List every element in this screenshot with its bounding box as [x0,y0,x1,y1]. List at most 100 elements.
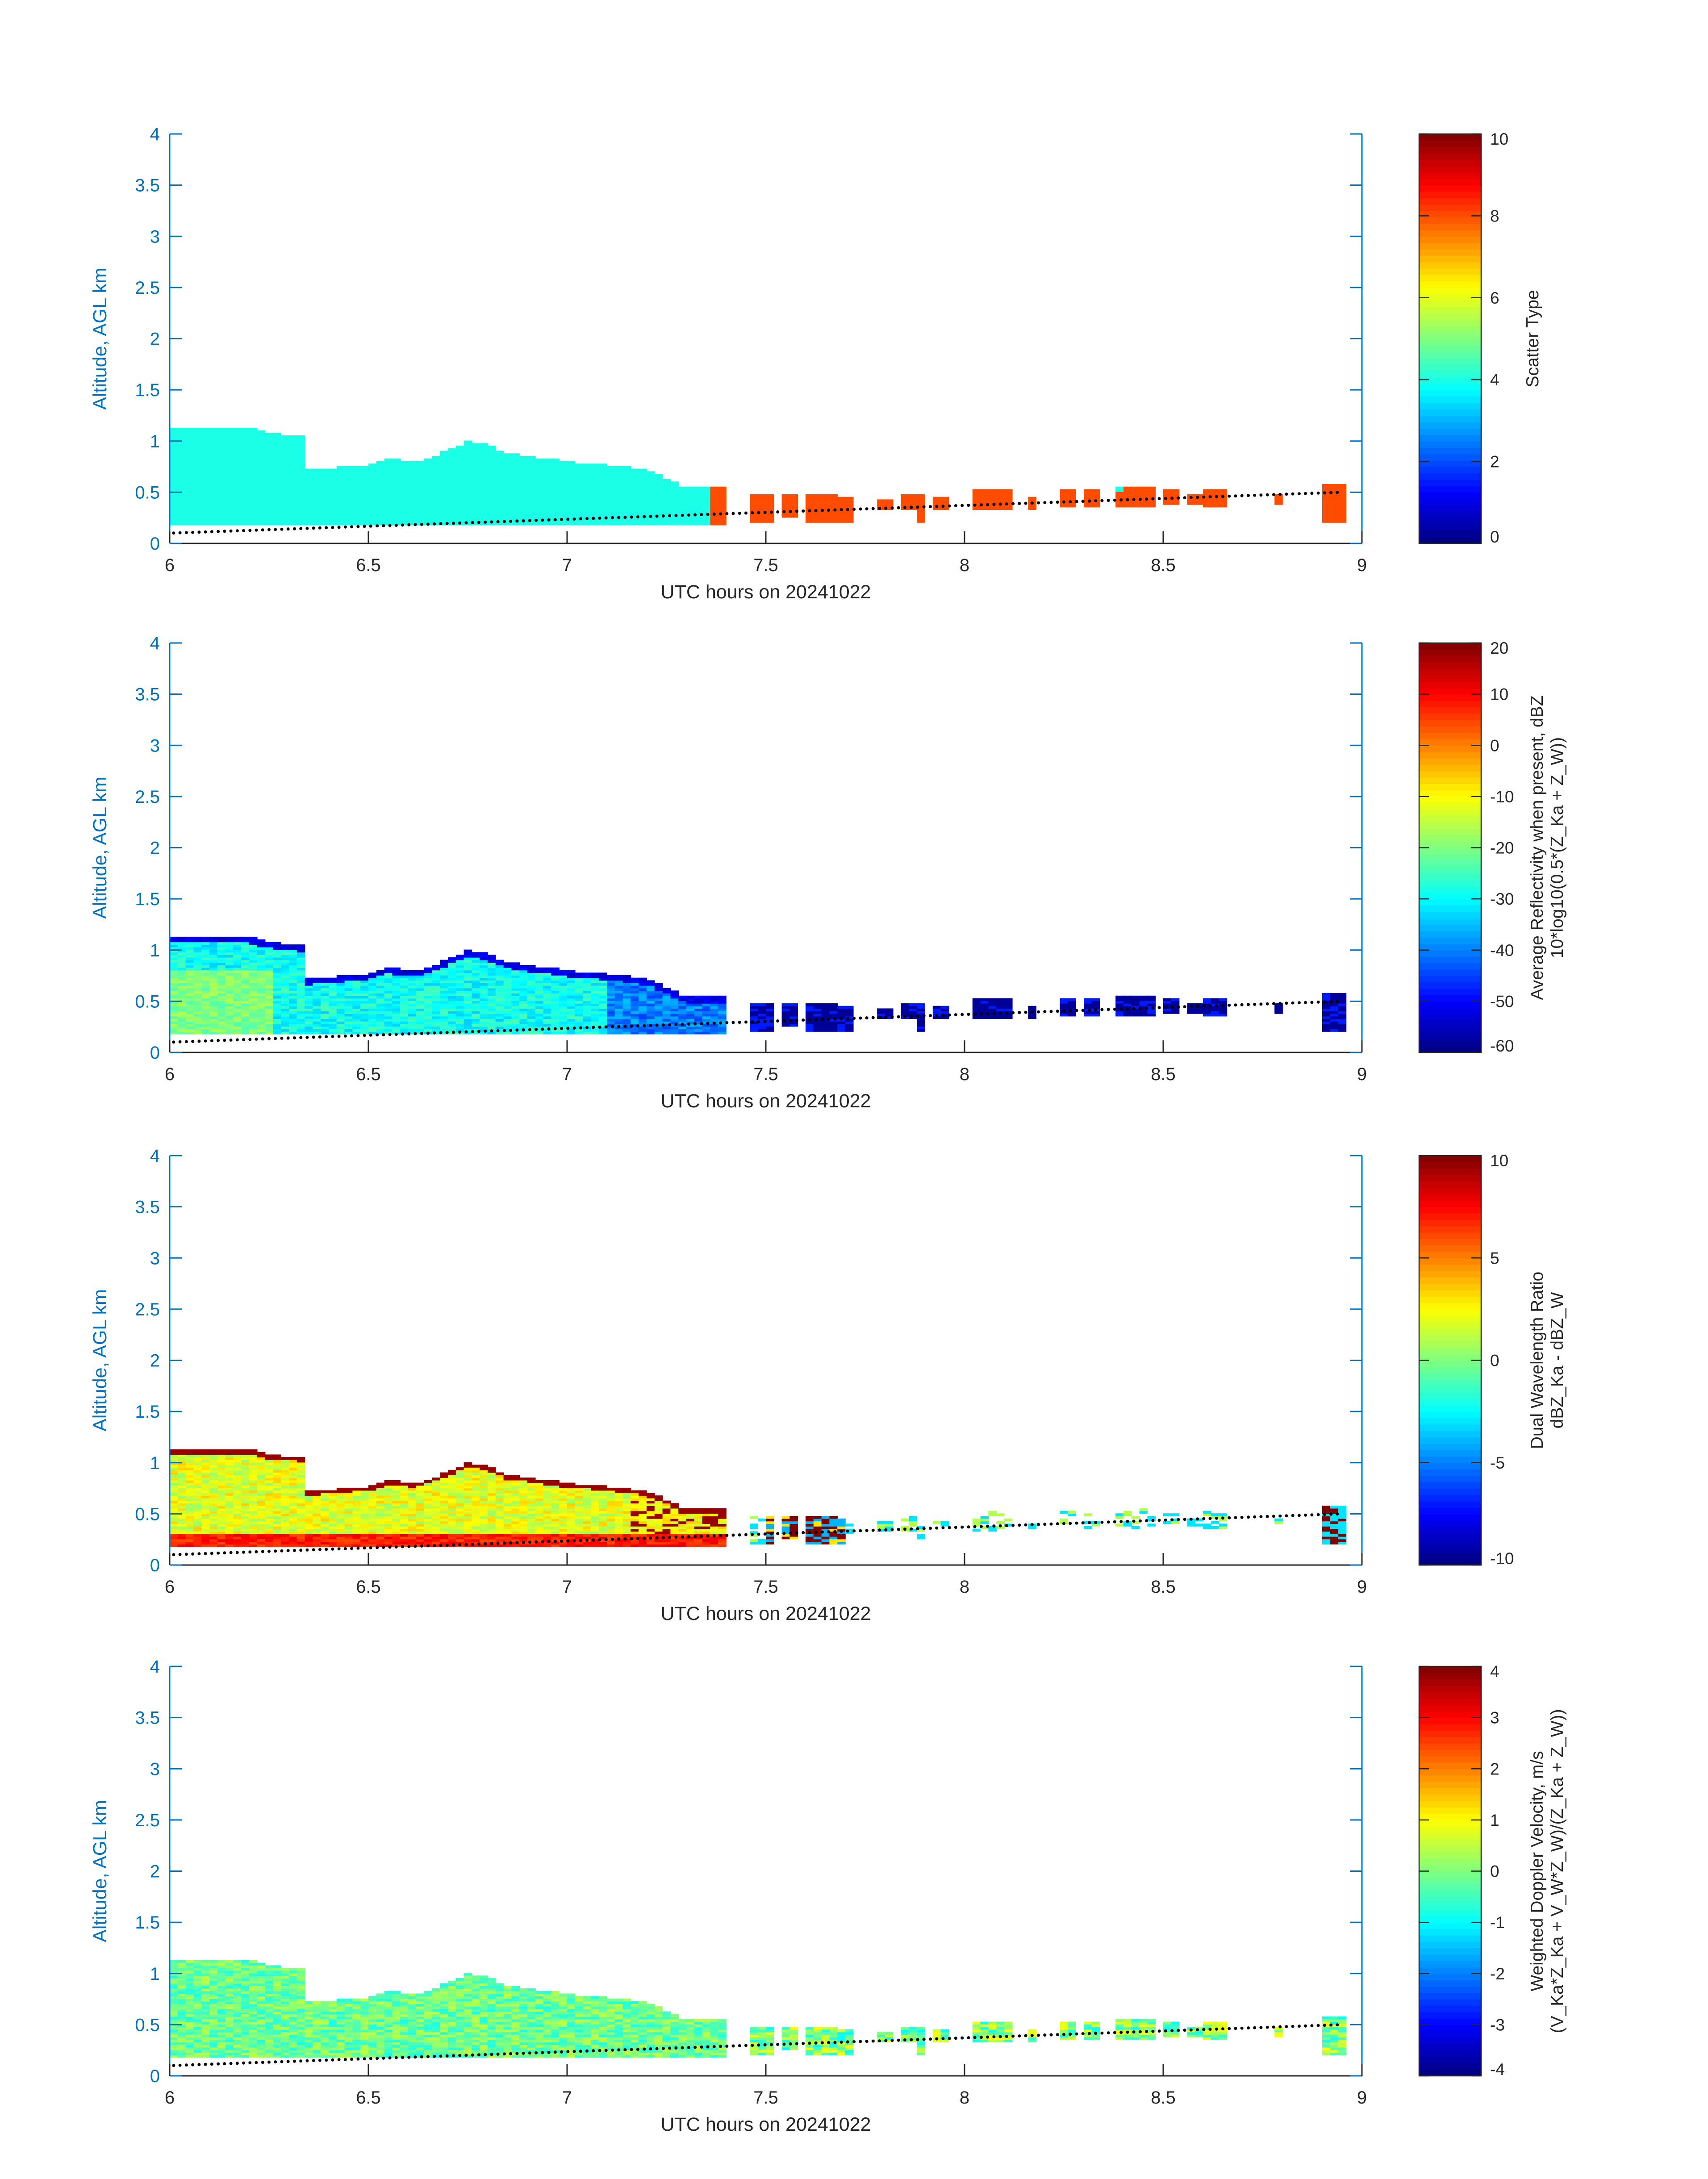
heatmap-cell [607,484,615,487]
heatmap-cell [233,479,242,482]
heatmap-cell [480,466,488,469]
heatmap-cell [504,968,512,971]
heatmap-cell [201,461,210,464]
heatmap-cell [456,988,464,991]
colorbar-swatch [1419,377,1481,384]
heatmap-cell [233,1024,242,1027]
heatmap-cell [607,479,615,482]
heatmap-cell [766,518,774,521]
heatmap-cell [249,1011,258,1014]
heatmap-cell [297,955,305,958]
heatmap-cell [758,518,766,521]
heatmap-cell [472,955,480,958]
heatmap-cell [511,1006,520,1009]
heatmap-cell [281,499,289,502]
heatmap-cell [209,484,218,487]
heatmap-cell [360,499,369,502]
heatmap-cell [1084,1006,1092,1009]
heatmap-cell [551,973,560,976]
heatmap-cell [432,1024,440,1027]
heatmap-cell [583,512,592,515]
heatmap-cell [376,505,385,508]
heatmap-cell [551,471,560,474]
heatmap-cell [623,484,631,487]
heatmap-cell [321,990,329,993]
ground-dot [1272,493,1275,496]
heatmap-cell [432,461,440,464]
heatmap-cell [694,505,703,508]
ground-dot [420,1032,423,1035]
heatmap-cell [337,484,345,487]
heatmap-cell [193,471,202,474]
heatmap-cell [352,1003,361,1006]
heatmap-cell [519,970,528,973]
heatmap-cell [464,471,472,474]
heatmap-cell [655,1016,663,1019]
heatmap-cell [599,497,607,500]
heatmap-cell [337,471,345,474]
heatmap-cell [217,497,226,500]
heatmap-cell [249,497,258,500]
heatmap-cell [273,499,281,502]
heatmap-cell [639,512,647,515]
heatmap-cell [551,975,560,978]
heatmap-cell [193,942,202,945]
heatmap-cell [647,494,655,497]
heatmap-cell [400,484,409,487]
heatmap-cell [281,518,289,521]
heatmap-cell [297,494,305,497]
heatmap-cell [1219,499,1228,502]
heatmap-cell [345,509,353,513]
heatmap-cell [718,1014,727,1017]
heatmap-cell [170,962,178,965]
heatmap-cell [440,962,448,965]
heatmap-cell [504,512,512,515]
heatmap-cell [281,944,289,948]
heatmap-cell [909,497,917,500]
heatmap-cell [551,1024,560,1027]
heatmap-cell [329,469,337,472]
heatmap-cell [321,522,329,526]
heatmap-cell [623,494,631,497]
heatmap-cell [583,1021,592,1024]
ground-dot [795,1019,798,1022]
heatmap-cell [178,985,186,989]
ground-dot [223,1039,226,1042]
heatmap-cell [193,998,202,1002]
heatmap-cell [233,1003,242,1006]
heatmap-cell [337,1027,345,1030]
heatmap-cell [488,471,496,474]
heatmap-cell [575,466,584,469]
heatmap-cell [758,505,766,508]
heatmap-cell [504,980,512,983]
heatmap-cell [352,484,361,487]
heatmap-cell [226,461,234,464]
heatmap-cell [599,975,607,978]
heatmap-cell [663,505,671,508]
ground-dot [770,511,773,514]
heatmap-cell [535,996,544,999]
ground-dot [872,1016,875,1019]
heatmap-cell [424,1024,433,1027]
ground-dot [986,503,989,506]
heatmap-cell [1060,497,1069,500]
heatmap-cell [877,1011,885,1014]
heatmap-cell [456,957,464,960]
heatmap-cell [384,505,393,508]
heatmap-cell [591,499,599,502]
heatmap-cell [496,1021,504,1024]
heatmap-cell [543,471,552,474]
heatmap-cell [233,996,242,999]
heatmap-cell [527,471,536,474]
heatmap-cell [599,983,607,986]
heatmap-cell [297,520,305,523]
heatmap-cell [511,1019,520,1022]
heatmap-cell [710,505,718,508]
heatmap-cell [519,1006,528,1009]
heatmap-cell [488,446,496,449]
heatmap-cell [448,502,456,505]
heatmap-cell [599,985,607,989]
heatmap-cell [281,970,289,973]
heatmap-cell [496,996,504,999]
heatmap-cell [615,497,623,500]
